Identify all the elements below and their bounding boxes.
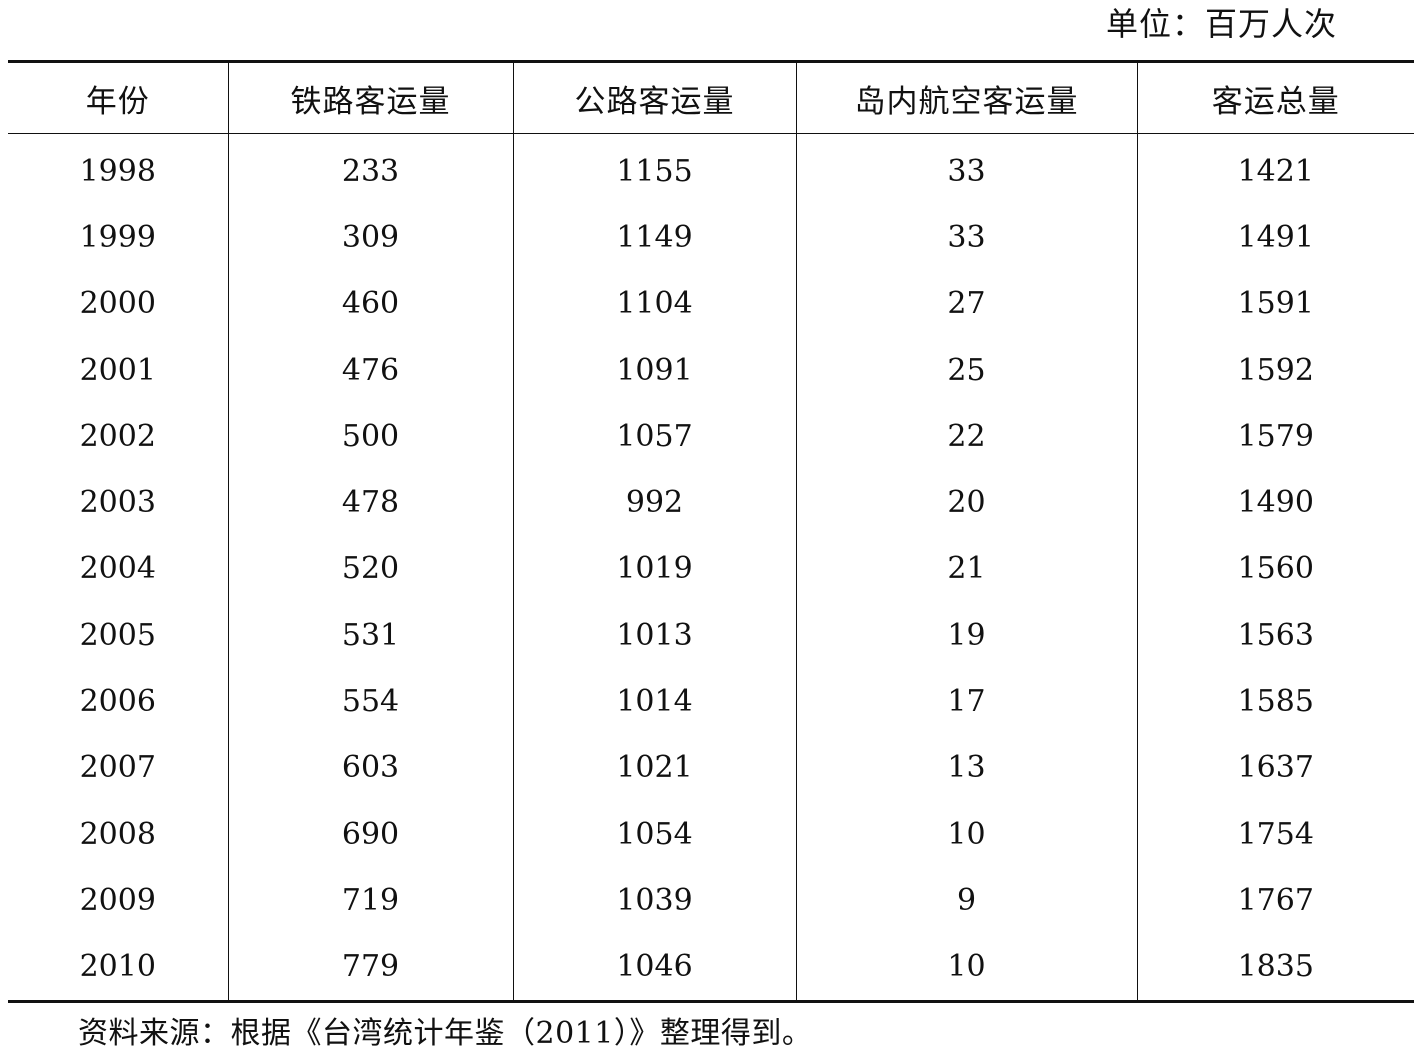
cell-total: 1835 <box>1136 933 1414 1002</box>
table-row: 1999 309 1149 33 1491 <box>8 204 1414 271</box>
cell-road: 1104 <box>512 270 796 337</box>
cell-rail: 603 <box>227 734 513 801</box>
cell-total: 1585 <box>1136 668 1414 735</box>
cell-air: 33 <box>795 133 1137 205</box>
table-row: 2010 779 1046 10 1835 <box>8 933 1414 1002</box>
table-row: 2001 476 1091 25 1592 <box>8 336 1414 404</box>
table-body: 1998 233 1155 33 1421 1999 309 1149 33 1491 2000 46… <box>8 133 1414 1002</box>
source-note: 资料来源：根据《台湾统计年鉴（2011）》整理得到。 <box>78 1016 813 1051</box>
table-row: 2004 520 1019 21 1560 <box>8 535 1414 603</box>
cell-total: 1563 <box>1136 602 1414 669</box>
cell-rail: 779 <box>227 933 513 1002</box>
passenger-volume-table: 年份 铁路客运量 公路客运量 岛内航空客运量 客运总量 1998 233 1155 3… <box>8 60 1414 1003</box>
table-row: 2000 460 1104 27 1591 <box>8 270 1414 337</box>
header-total: 客运总量 <box>1136 61 1414 134</box>
cell-year: 2006 <box>79 684 156 720</box>
cell-road: 992 <box>512 469 796 536</box>
table-row: 2002 500 1057 22 1579 <box>8 403 1414 470</box>
cell-rail: 719 <box>227 867 513 934</box>
cell-road: 1013 <box>512 602 796 669</box>
cell-air: 33 <box>795 204 1137 271</box>
cell-rail: 531 <box>227 602 513 669</box>
cell-year: 2000 <box>79 286 156 322</box>
cell-year: 2003 <box>79 485 156 521</box>
cell-total: 1591 <box>1136 270 1414 337</box>
cell-total: 1490 <box>1136 469 1414 536</box>
cell-rail: 500 <box>227 403 513 470</box>
header-air: 岛内航空客运量 <box>795 61 1137 134</box>
cell-year: 2010 <box>79 949 156 985</box>
cell-air: 17 <box>795 668 1137 735</box>
cell-rail: 476 <box>227 336 513 404</box>
cell-road: 1091 <box>512 336 796 404</box>
cell-road: 1039 <box>512 867 796 934</box>
table-row: 2008 690 1054 10 1754 <box>8 800 1414 868</box>
cell-year: 2007 <box>79 750 156 786</box>
cell-year: 2002 <box>79 418 156 454</box>
table-row: 2009 719 1039 9 1767 <box>8 867 1414 934</box>
header-year: 年份 <box>8 61 228 134</box>
cell-total: 1592 <box>1136 336 1414 404</box>
cell-year: 2005 <box>79 617 156 653</box>
cell-total: 1579 <box>1136 403 1414 470</box>
cell-rail: 309 <box>227 204 513 271</box>
cell-total: 1754 <box>1136 800 1414 868</box>
table-header: 年份 铁路客运量 公路客运量 岛内航空客运量 客运总量 <box>8 61 1414 134</box>
cell-year: 2001 <box>79 352 156 388</box>
cell-road: 1054 <box>512 800 796 868</box>
cell-road: 1149 <box>512 204 796 271</box>
cell-road: 1057 <box>512 403 796 470</box>
cell-road: 1046 <box>512 933 796 1002</box>
cell-total: 1421 <box>1136 133 1414 205</box>
cell-rail: 478 <box>227 469 513 536</box>
table-row: 2006 554 1014 17 1585 <box>8 668 1414 735</box>
table-row: 2005 531 1013 19 1563 <box>8 602 1414 669</box>
cell-air: 20 <box>795 469 1137 536</box>
cell-air: 21 <box>795 535 1137 603</box>
cell-rail: 554 <box>227 668 513 735</box>
table-row: 2003 478 992 20 1490 <box>8 469 1414 536</box>
header-road: 公路客运量 <box>512 61 796 134</box>
cell-air: 10 <box>795 800 1137 868</box>
cell-road: 1155 <box>512 133 796 205</box>
cell-rail: 233 <box>227 133 513 205</box>
cell-road: 1019 <box>512 535 796 603</box>
cell-total: 1637 <box>1136 734 1414 801</box>
unit-label: 单位：百万人次 <box>1105 5 1337 43</box>
cell-year: 2004 <box>79 551 156 587</box>
cell-year: 1998 <box>79 153 156 189</box>
table-row: 2007 603 1021 13 1637 <box>8 734 1414 801</box>
cell-total: 1560 <box>1136 535 1414 603</box>
cell-year: 2008 <box>79 816 156 852</box>
cell-year: 2009 <box>79 882 156 918</box>
cell-air: 27 <box>795 270 1137 337</box>
cell-air: 9 <box>795 867 1137 934</box>
header-rail: 铁路客运量 <box>227 61 513 134</box>
header-row: 年份 铁路客运量 公路客运量 岛内航空客运量 客运总量 <box>8 61 1414 134</box>
cell-total: 1491 <box>1136 204 1414 271</box>
cell-rail: 460 <box>227 270 513 337</box>
cell-air: 22 <box>795 403 1137 470</box>
cell-air: 25 <box>795 336 1137 404</box>
cell-road: 1021 <box>512 734 796 801</box>
cell-year: 1999 <box>79 219 156 255</box>
cell-air: 19 <box>795 602 1137 669</box>
cell-air: 13 <box>795 734 1137 801</box>
cell-total: 1767 <box>1136 867 1414 934</box>
cell-air: 10 <box>795 933 1137 1002</box>
cell-rail: 520 <box>227 535 513 603</box>
cell-rail: 690 <box>227 800 513 868</box>
table-row: 1998 233 1155 33 1421 <box>8 133 1414 205</box>
cell-road: 1014 <box>512 668 796 735</box>
